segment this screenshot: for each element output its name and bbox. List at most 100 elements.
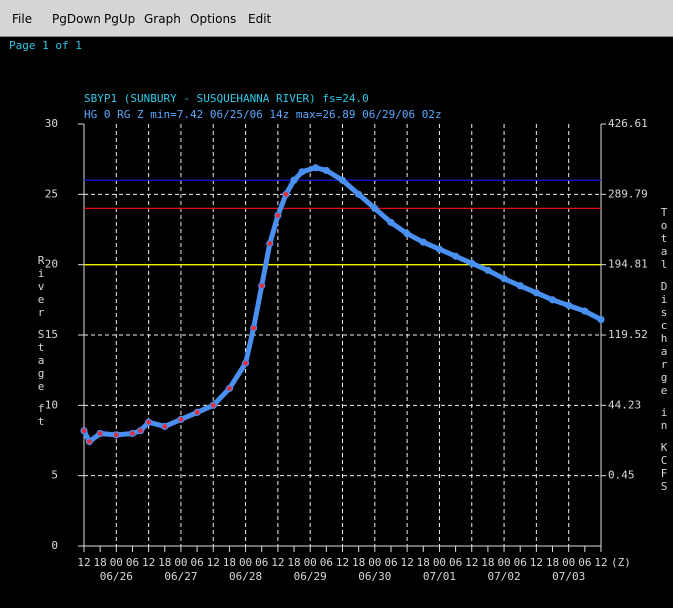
stage-point [274, 211, 282, 220]
stage-point [161, 422, 169, 431]
x-tick-label: 12 [465, 556, 478, 569]
x-tick-label: 00 [110, 556, 123, 569]
x-tick-label: 06 [384, 556, 397, 569]
stage-point [338, 176, 347, 184]
x-tick-label: 06 [255, 556, 268, 569]
stage-point [112, 431, 120, 439]
x-tick-label: 06 [514, 556, 527, 569]
stage-point [145, 418, 153, 426]
stage-point [96, 429, 104, 438]
x-tick-label: 00 [562, 556, 575, 569]
x-tick-label: 12 [77, 556, 90, 569]
stage-point [225, 384, 234, 393]
x-tick-label: 00 [368, 556, 381, 569]
stage-point [500, 275, 508, 283]
menu-bar: File PgDown PgUp Graph Options Edit [0, 0, 673, 37]
stage-point [128, 429, 137, 438]
stage-point [435, 245, 444, 253]
stage-point [241, 359, 250, 367]
stage-point [403, 230, 411, 238]
stage-point [290, 176, 298, 184]
menu-item[interactable]: Edit [248, 12, 272, 26]
stage-point [516, 282, 524, 290]
y-tick-label: 15 [45, 328, 58, 341]
y-tick-label: 10 [45, 398, 58, 411]
menu-item[interactable]: PgUp [104, 12, 136, 26]
y2-tick-label: 194.81 [608, 258, 648, 271]
stage-point [311, 164, 320, 172]
x-tick-label: 00 [304, 556, 317, 569]
y2-tick-label: 0.45 [608, 469, 635, 482]
x-tick-label: 18 [223, 556, 236, 569]
menu-item[interactable]: PgDown [52, 12, 101, 26]
x-tick-label: 00 [239, 556, 252, 569]
stage-point [371, 204, 379, 212]
x-tick-label: 00 [497, 556, 510, 569]
x-tick-label: 12 [271, 556, 284, 569]
stage-point [298, 168, 306, 176]
x-tick-label: 12 [207, 556, 220, 569]
stage-point [282, 190, 290, 198]
y2-tick-label: 426.61 [608, 117, 648, 130]
stage-point [484, 266, 492, 274]
stage-point [322, 166, 330, 175]
stage-point [468, 259, 476, 267]
stage-point [209, 401, 217, 409]
x-tick-label: 06 [449, 556, 462, 569]
y-tick-label: 0 [51, 539, 58, 552]
stage-point [581, 307, 589, 315]
page-label: Page 1 of 1 [9, 39, 82, 52]
date-label: 06/27 [164, 570, 197, 583]
x-unit-label: (Z) [611, 556, 631, 569]
stage-point [565, 301, 573, 310]
x-tick-label: 00 [174, 556, 187, 569]
x-tick-label: 06 [578, 556, 591, 569]
x-tick-label: 12 [336, 556, 349, 569]
stage-point [177, 415, 185, 423]
x-tick-label: 18 [481, 556, 494, 569]
chart: Page 1 of 1 SBYP1 (SUNBURY - SUSQUEHANNA… [9, 39, 668, 583]
y2-tick-label: 44.23 [608, 398, 641, 411]
menu-item[interactable]: Options [190, 12, 237, 26]
stage-point [85, 438, 93, 446]
date-label: 07/03 [552, 570, 585, 583]
stage-point [250, 324, 258, 332]
y-tick-label: 25 [45, 187, 58, 200]
x-tick-label: 06 [190, 556, 203, 569]
stage-point [548, 296, 557, 304]
x-tick-label: 18 [417, 556, 430, 569]
stage-point [387, 218, 395, 227]
chart-subtitle: HG 0 RG Z min=7.42 06/25/06 14z max=26.8… [84, 108, 442, 121]
menu-item[interactable]: Graph [144, 12, 181, 26]
x-tick-label: 12 [142, 556, 155, 569]
stage-point [532, 289, 540, 297]
menu-item[interactable]: File [12, 12, 33, 26]
x-tick-label: 18 [158, 556, 171, 569]
x-tick-label: 06 [126, 556, 139, 569]
date-label: 07/01 [423, 570, 456, 583]
x-tick-label: 06 [320, 556, 333, 569]
x-tick-label: 18 [287, 556, 300, 569]
x-tick-label: 12 [594, 556, 607, 569]
stage-point [136, 427, 145, 435]
stage-point [597, 315, 605, 324]
y-tick-label: 30 [45, 117, 58, 130]
stage-point [451, 252, 460, 260]
stage-point [266, 239, 274, 248]
x-tick-label: 00 [433, 556, 446, 569]
stage-point [193, 408, 201, 416]
stage-point [80, 427, 88, 435]
date-label: 06/29 [294, 570, 327, 583]
x-tick-label: 12 [401, 556, 414, 569]
x-tick-label: 18 [94, 556, 107, 569]
stage-line [81, 177, 297, 445]
y-tick-label: 20 [45, 258, 58, 271]
date-label: 06/26 [100, 570, 133, 583]
date-label: 06/28 [229, 570, 262, 583]
x-tick-label: 12 [530, 556, 543, 569]
stage-line [291, 165, 604, 322]
x-tick-label: 18 [546, 556, 559, 569]
